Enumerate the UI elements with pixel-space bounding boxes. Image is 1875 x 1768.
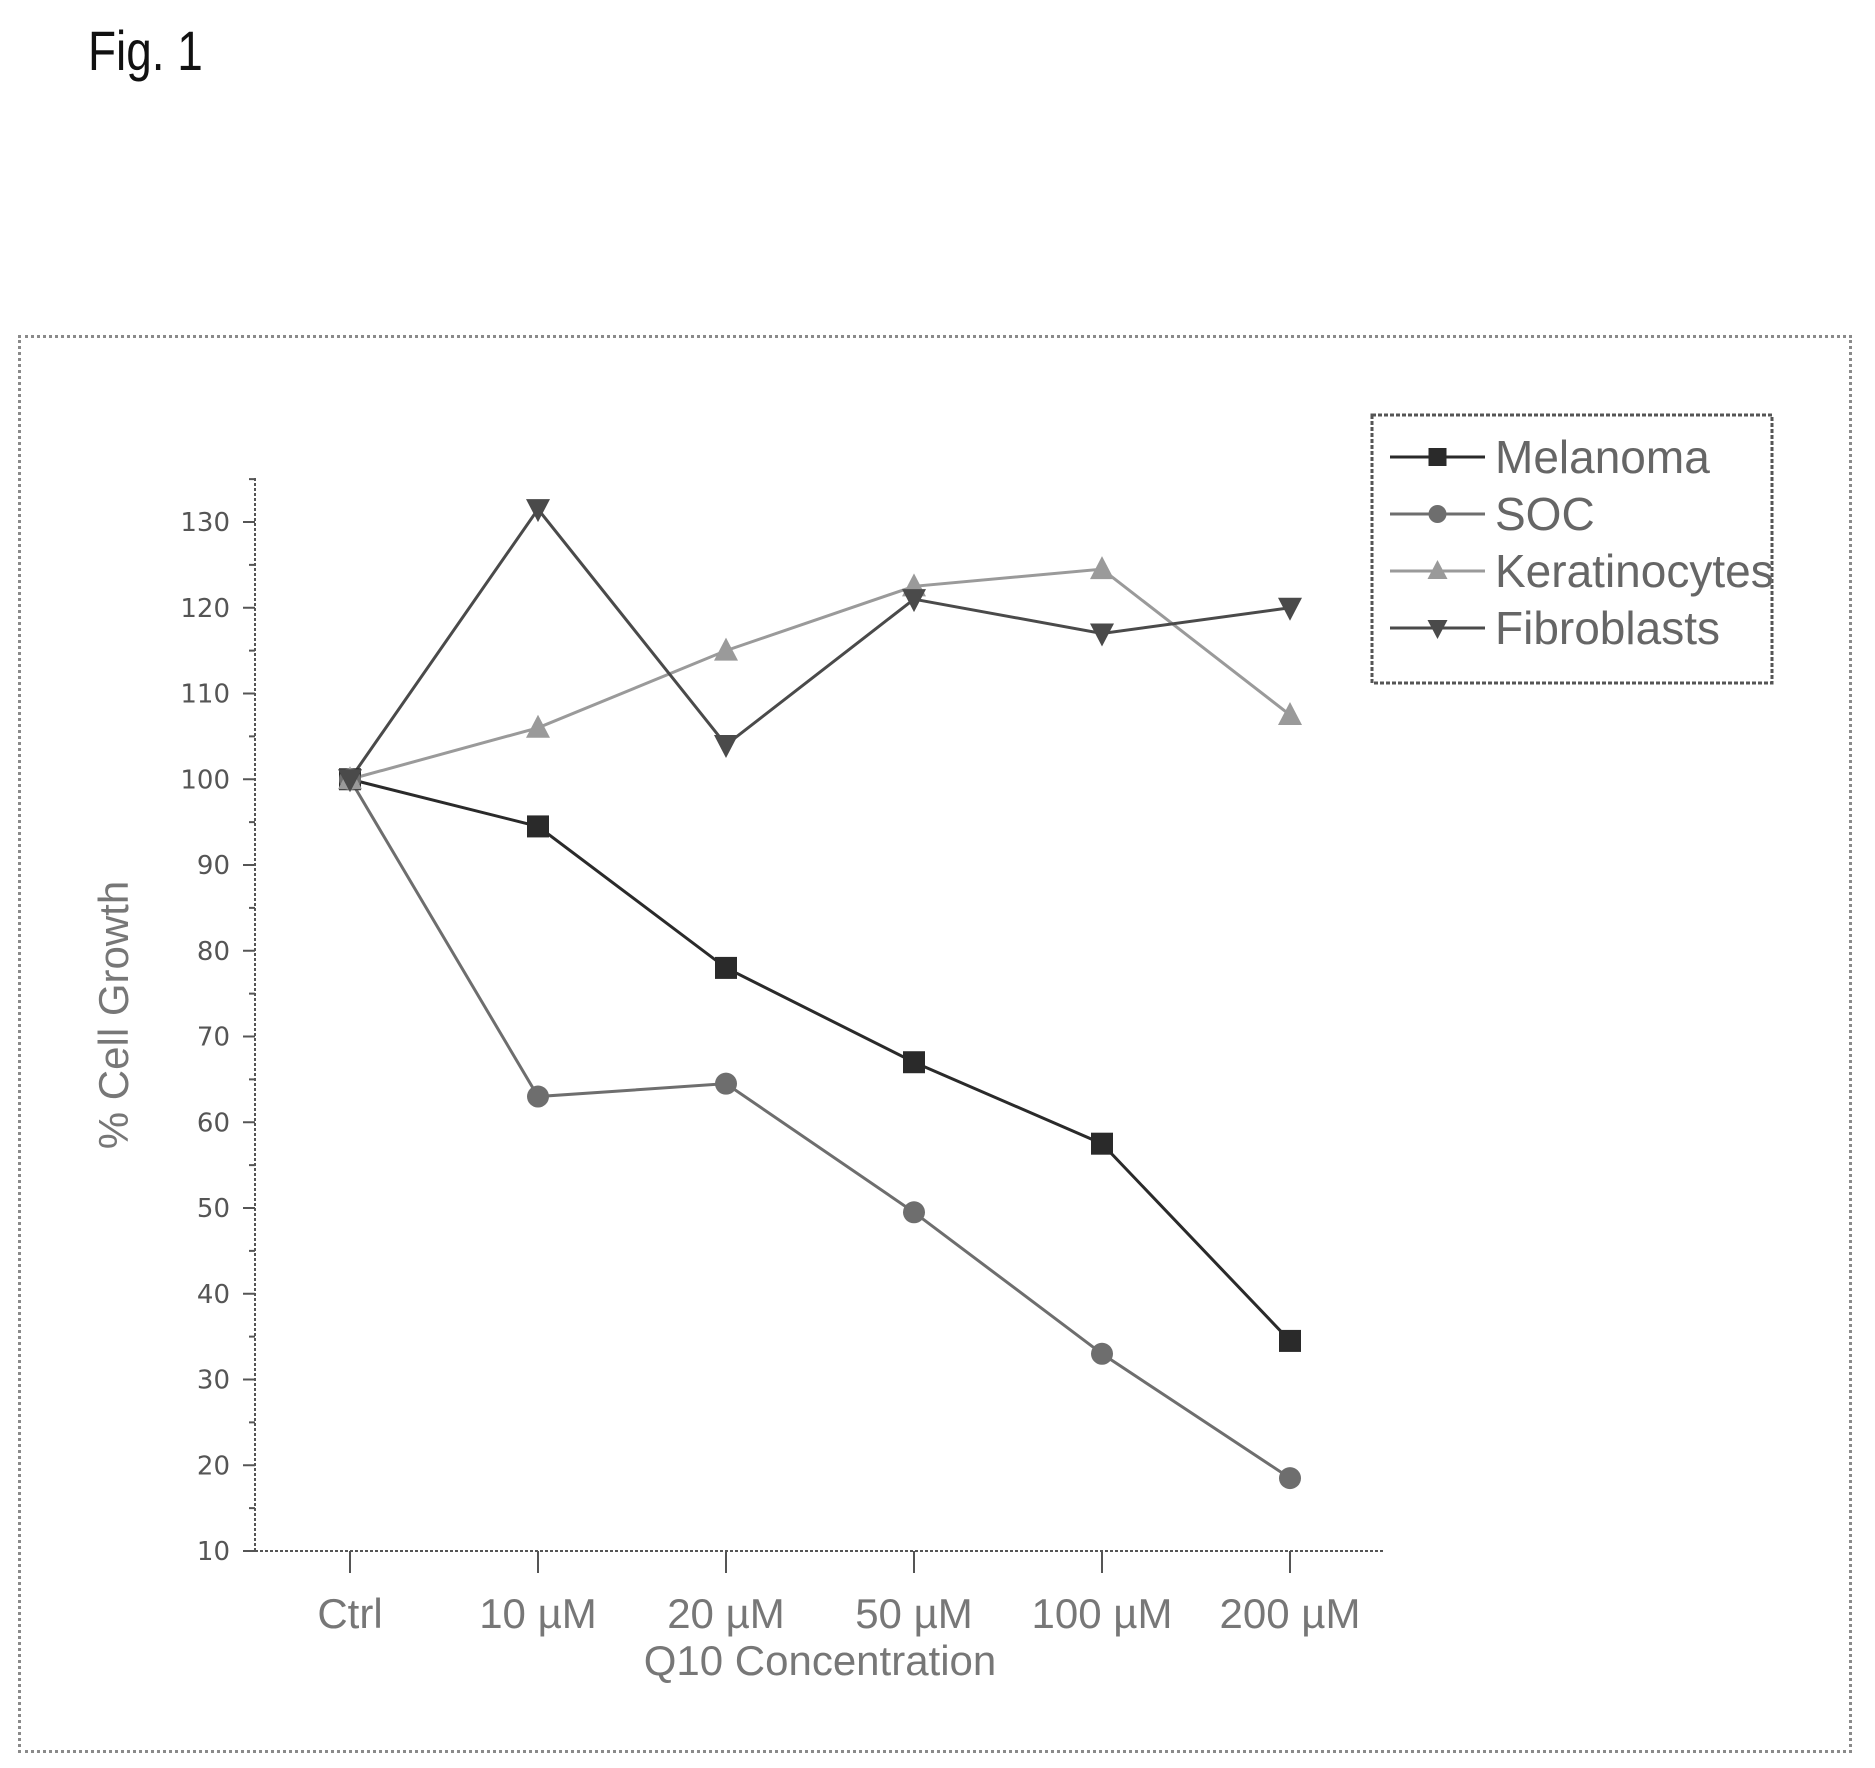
data-point-square xyxy=(1091,1132,1113,1155)
series-line-soc xyxy=(348,778,1291,1480)
data-point-triangle-up xyxy=(526,714,550,738)
y-tick-label: 90 xyxy=(197,851,230,881)
data-point-triangle-up xyxy=(1090,556,1114,580)
y-tick-label: 120 xyxy=(180,594,230,624)
y-ticks: 10 20 30 40 50 60 70 80 90 100 110 120 130 xyxy=(180,478,255,1567)
y-tick-label: 20 xyxy=(197,1451,230,1481)
y-tick-label: 110 xyxy=(180,680,230,710)
data-point-circle xyxy=(1279,1467,1301,1490)
y-axis-title: % Cell Growth xyxy=(90,881,137,1149)
series-line-fibroblasts xyxy=(348,506,1291,781)
data-point-square xyxy=(1279,1329,1301,1352)
chart-axes xyxy=(245,478,1385,1552)
data-point-triangle-down xyxy=(338,769,362,793)
y-tick-label: 100 xyxy=(180,765,230,795)
series-markers xyxy=(338,499,1302,1490)
y-tick-label: 10 xyxy=(197,1537,230,1567)
x-tick-label: 100 µM xyxy=(1032,1590,1173,1637)
x-axis-title: Q10 Concentration xyxy=(644,1637,997,1684)
data-point-square xyxy=(1428,448,1447,466)
x-tick-label: 20 µM xyxy=(667,1590,785,1637)
legend-label: Fibroblasts xyxy=(1495,602,1720,654)
y-tick-label: 80 xyxy=(197,937,230,967)
data-point-square xyxy=(527,815,549,838)
legend-label: SOC xyxy=(1495,488,1595,540)
y-tick-label: 30 xyxy=(197,1366,230,1396)
data-point-circle xyxy=(715,1072,737,1095)
data-point-triangle-up xyxy=(1427,560,1448,579)
data-point-triangle-down xyxy=(1090,623,1114,647)
series-line-keratinocytes xyxy=(349,567,1291,781)
y-tick-label: 70 xyxy=(197,1023,230,1053)
x-tick-label: 200 µM xyxy=(1220,1590,1361,1637)
data-point-triangle-down xyxy=(526,499,550,523)
data-point-square xyxy=(903,1051,925,1074)
y-tick-label: 50 xyxy=(197,1194,230,1224)
x-tick-label: 50 µM xyxy=(855,1590,973,1637)
y-tick-label: 60 xyxy=(197,1108,230,1138)
data-point-circle xyxy=(903,1201,925,1224)
data-point-triangle-up xyxy=(1278,701,1302,725)
data-point-triangle-up xyxy=(714,637,738,661)
x-ticks: Ctrl 10 µM 20 µM 50 µM 100 µM 200 µM xyxy=(317,1551,1360,1637)
series-line-melanoma xyxy=(349,777,1292,1342)
data-point-triangle-down xyxy=(1278,597,1302,621)
legend-label: Keratinocytes xyxy=(1495,545,1774,597)
legend-label: Melanoma xyxy=(1495,431,1710,483)
data-point-square xyxy=(715,956,737,979)
data-point-circle xyxy=(1091,1342,1113,1365)
figure-label: Fig. 1 xyxy=(88,19,203,82)
data-point-circle xyxy=(527,1085,549,1108)
chart-frame xyxy=(18,335,1852,1753)
data-point-triangle-down xyxy=(714,734,738,758)
y-tick-label: 130 xyxy=(180,508,230,538)
y-tick-label: 40 xyxy=(197,1280,230,1310)
x-tick-label: Ctrl xyxy=(317,1590,382,1637)
data-point-triangle-down xyxy=(902,589,926,613)
data-point-triangle-down xyxy=(1427,620,1448,639)
series-lines xyxy=(348,506,1292,1480)
x-tick-label: 10 µM xyxy=(479,1590,597,1637)
data-point-circle xyxy=(1428,505,1447,523)
